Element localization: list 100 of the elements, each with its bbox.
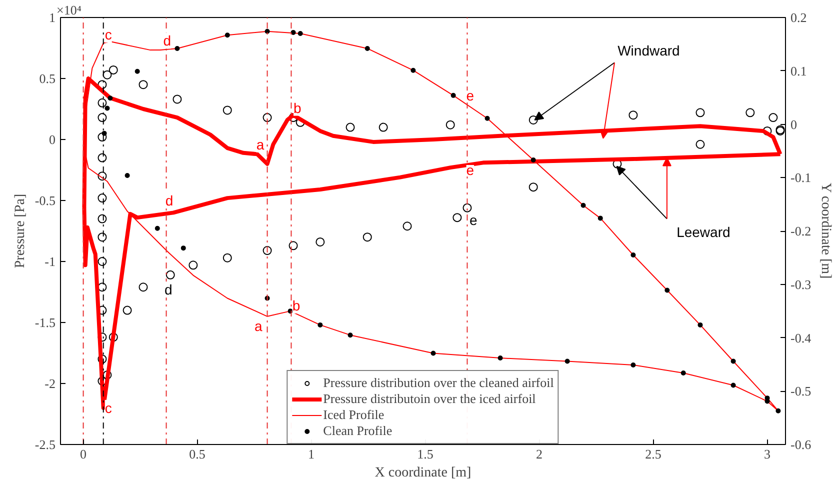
- point: [262, 113, 272, 122]
- point: [298, 31, 303, 36]
- point: [98, 194, 107, 203]
- x-tick-label: 3: [764, 446, 771, 462]
- point: [102, 130, 107, 136]
- point: [776, 408, 781, 414]
- point: [462, 203, 472, 212]
- point: [102, 70, 112, 80]
- point: [122, 306, 132, 315]
- point: [430, 350, 436, 356]
- y2-tick-label: -0.6: [790, 437, 812, 452]
- point: [580, 202, 586, 208]
- point: [730, 382, 736, 388]
- annotation: Windward: [618, 42, 680, 58]
- point: [498, 356, 503, 361]
- point: [698, 322, 703, 328]
- point: [188, 260, 198, 270]
- y2-tick-label: 0.1: [790, 63, 807, 78]
- point: [318, 322, 323, 328]
- annotation: c: [104, 400, 112, 416]
- point: [262, 246, 272, 256]
- point: [98, 214, 107, 224]
- y2-tick-label: -0.3: [790, 276, 812, 292]
- point: [346, 122, 355, 132]
- point: [364, 46, 370, 51]
- x-tick-label: 0.5: [189, 446, 206, 462]
- y-tick-label: -1: [44, 254, 56, 269]
- point: [154, 226, 160, 231]
- annotation: e: [469, 212, 478, 228]
- y-tick-label: -2.5: [34, 437, 56, 452]
- point: [134, 68, 140, 74]
- annotation: e: [466, 162, 474, 178]
- annotation: d: [164, 282, 172, 298]
- point: [768, 113, 778, 122]
- point: [264, 28, 270, 34]
- point: [98, 98, 107, 108]
- point: [746, 108, 755, 118]
- point: [224, 32, 230, 38]
- point: [598, 216, 603, 221]
- y2-axis-title: Y coordinate [m]: [818, 182, 834, 279]
- point: [696, 140, 705, 149]
- y-tick-label: 0: [49, 132, 56, 147]
- point: [378, 122, 388, 132]
- x-tick-label: 1.5: [417, 446, 434, 462]
- point: [98, 232, 107, 242]
- point: [680, 370, 686, 376]
- point: [138, 282, 148, 292]
- y2-tick-label: 0: [790, 116, 797, 132]
- point: [362, 232, 372, 242]
- point: [564, 358, 570, 364]
- point: [174, 46, 180, 51]
- point: [410, 68, 416, 73]
- point: [98, 153, 107, 162]
- point: [630, 252, 636, 258]
- point: [696, 108, 705, 118]
- point: [222, 253, 232, 262]
- point: [98, 172, 107, 181]
- legend-label: Clean Profile: [323, 423, 392, 439]
- y2-tick-label: -0.5: [790, 384, 812, 399]
- point: [108, 332, 118, 342]
- point: [452, 213, 462, 222]
- point: [98, 282, 107, 292]
- x-tick-label: 0: [80, 446, 87, 462]
- point: [450, 92, 456, 98]
- point: [104, 106, 110, 111]
- legend-label: Pressure distribution over the cleaned airfoil: [323, 375, 554, 391]
- annotation: b: [293, 100, 302, 116]
- annotation: d: [165, 192, 174, 208]
- y-tick-label: 1: [49, 10, 56, 25]
- y-axis-title: Pressure [Pa]: [12, 194, 28, 268]
- annotation: ×10⁴: [56, 2, 82, 18]
- legend-label: Iced Profile: [323, 407, 384, 423]
- y2-tick-label: -0.4: [790, 330, 812, 346]
- y-tick-label: 0.5: [39, 71, 56, 86]
- point: [222, 106, 232, 115]
- point: [172, 94, 182, 104]
- point: [530, 158, 536, 163]
- y-tick-label: -2: [44, 376, 56, 391]
- point: [124, 172, 130, 178]
- point: [402, 222, 412, 231]
- x-tick-label: 2: [536, 446, 543, 462]
- y-tick-label: -1.5: [34, 315, 56, 330]
- y2-tick-label: 0.2: [790, 10, 807, 25]
- point: [316, 237, 325, 246]
- annotation: Leeward: [676, 224, 730, 240]
- point: [664, 288, 670, 293]
- point: [98, 257, 107, 266]
- y2-tick-label: -0.1: [790, 170, 812, 186]
- x-tick-label: 2.5: [645, 446, 662, 462]
- point: [98, 113, 107, 122]
- point: [628, 110, 638, 120]
- annotation: a: [256, 136, 264, 152]
- point: [484, 116, 490, 121]
- point: [166, 270, 175, 280]
- point: [108, 65, 118, 74]
- point: [290, 30, 296, 35]
- point: [730, 358, 736, 364]
- y-tick-label: -0.5: [34, 193, 56, 208]
- point: [348, 332, 353, 338]
- point: [108, 96, 113, 101]
